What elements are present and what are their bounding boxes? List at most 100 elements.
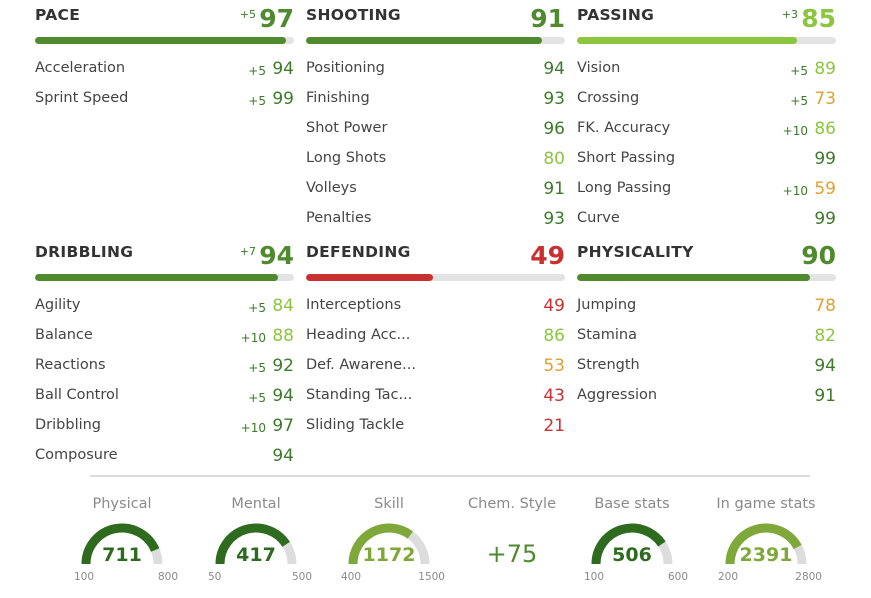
category-bar (306, 274, 565, 281)
attribute-name: Stamina (577, 327, 638, 343)
attribute-list: Vision +5 89 Crossing +5 73 FK. Accuracy +10 86 S… (577, 58, 836, 238)
gauge-label: Mental (231, 496, 281, 512)
category-bar (577, 37, 836, 44)
attribute-value: 80 (543, 149, 565, 169)
attribute-name: Composure (35, 447, 118, 463)
attribute-name: Sliding Tackle (306, 417, 405, 433)
attribute-row-ball-control: Ball Control +5 94 (35, 385, 294, 415)
attribute-value: 21 (543, 416, 565, 436)
attribute-row-strength: Strength 94 (577, 355, 836, 385)
gauge-label: Physical (92, 496, 152, 512)
gauge-physical: Physical 711 100 800 (62, 496, 182, 596)
attribute-row-fk-accuracy: FK. Accuracy +10 86 (577, 118, 836, 148)
attribute-value: 73 (814, 89, 836, 109)
gauge-mental: Mental 417 50 500 (196, 496, 316, 596)
attribute-bonus: +5 (790, 64, 808, 78)
category-bar (35, 37, 294, 44)
gauge-in-game-stats: In game stats 2391 200 2800 (706, 496, 826, 596)
attribute-bonus: +10 (240, 421, 266, 435)
category-bar (35, 274, 294, 281)
category-physicality: PHYSICALITY 90 Jumping 78 Stamina 82 Strength 9… (577, 237, 836, 415)
attribute-row-volleys: Volleys 91 (306, 178, 565, 208)
attribute-value: 53 (543, 356, 565, 376)
chem-style: Chem. Style +75 (462, 496, 562, 586)
gauge-value: 1172 (362, 544, 416, 566)
attribute-value: 89 (814, 59, 836, 79)
gauge-max: 1500 (418, 571, 445, 583)
attribute-name: Curve (577, 210, 620, 226)
attribute-name: Long Shots (306, 150, 387, 166)
attribute-row-interceptions: Interceptions 49 (306, 295, 565, 325)
attribute-name: Acceleration (35, 60, 126, 76)
gauge-min: 100 (584, 571, 605, 583)
attribute-name: FK. Accuracy (577, 120, 671, 136)
gauge-max: 800 (157, 571, 178, 583)
attribute-bonus: +5 (248, 64, 266, 78)
attribute-name: Balance (35, 327, 93, 343)
attribute-name: Jumping (577, 297, 637, 313)
attribute-name: Dribbling (35, 417, 102, 433)
attribute-list: Jumping 78 Stamina 82 Strength 94 Aggression 91 (577, 295, 836, 415)
attribute-name: Agility (35, 297, 81, 313)
gauge-fill (725, 523, 802, 565)
category-name: SHOOTING (306, 6, 401, 24)
category-bar-fill (577, 37, 798, 44)
category-header: PACE +5 97 (35, 0, 294, 44)
attribute-name: Sprint Speed (35, 90, 129, 106)
category-value: 97 (259, 4, 294, 33)
category-bar-fill (35, 37, 287, 44)
attribute-value: 43 (543, 386, 565, 406)
attribute-name: Long Passing (577, 180, 672, 196)
category-value: 90 (801, 241, 836, 270)
gauge-min: 100 (74, 571, 95, 583)
gauge-max: 600 (667, 571, 688, 583)
gauge-min: 400 (341, 571, 362, 583)
attribute-row-composure: Composure 94 (35, 445, 294, 475)
attribute-row-dribbling: Dribbling +10 97 (35, 415, 294, 445)
attribute-value: 91 (543, 179, 565, 199)
attribute-row-reactions: Reactions +5 92 (35, 355, 294, 385)
category-name: PASSING (577, 6, 655, 24)
gauge-fill (348, 523, 414, 565)
attribute-name: Short Passing (577, 150, 676, 166)
category-name: PACE (35, 6, 81, 24)
attribute-value: 94 (272, 386, 294, 406)
gauge-value: 417 (236, 544, 276, 566)
attribute-row-aggression: Aggression 91 (577, 385, 836, 415)
category-bonus: +3 (781, 8, 798, 21)
category-passing: PASSING +3 85 Vision +5 89 Crossing +5 73 FK. Acc… (577, 0, 836, 238)
attribute-name: Aggression (577, 387, 658, 403)
attribute-name: Crossing (577, 90, 640, 106)
attribute-bonus: +5 (248, 301, 266, 315)
attribute-value: 97 (272, 416, 294, 436)
attribute-value: 99 (814, 149, 836, 169)
attribute-name: Def. Awarene... (306, 357, 416, 373)
attribute-list: Interceptions 49 Heading Acc... 86 Def. Awar… (306, 295, 565, 445)
attribute-row-penalties: Penalties 93 (306, 208, 565, 238)
attribute-bonus: +10 (782, 124, 808, 138)
gauge-max: 500 (291, 571, 312, 583)
attribute-name: Positioning (306, 60, 385, 76)
category-value: 91 (530, 4, 565, 33)
attribute-row-positioning: Positioning 94 (306, 58, 565, 88)
attribute-name: Shot Power (306, 120, 388, 136)
category-shooting: SHOOTING 91 Positioning 94 Finishing 93 Shot P… (306, 0, 565, 238)
attribute-row-stamina: Stamina 82 (577, 325, 836, 355)
category-header: DEFENDING 49 (306, 237, 565, 281)
attribute-row-long-shots: Long Shots 80 (306, 148, 565, 178)
attribute-row-acceleration: Acceleration +5 94 (35, 58, 294, 88)
chem-style-label: Chem. Style (468, 496, 556, 512)
attribute-value: 82 (814, 326, 836, 346)
chem-style-value: +75 (486, 540, 538, 568)
category-name: DEFENDING (306, 243, 411, 261)
attribute-value: 92 (272, 356, 294, 376)
attribute-row-agility: Agility +5 84 (35, 295, 294, 325)
attribute-value: 88 (272, 326, 294, 346)
attribute-row-crossing: Crossing +5 73 (577, 88, 836, 118)
attribute-list: Agility +5 84 Balance +10 88 Reactions +5 92 Ball… (35, 295, 294, 475)
category-value: 94 (259, 241, 294, 270)
attribute-row-sprint-speed: Sprint Speed +5 99 (35, 88, 294, 118)
attribute-bonus: +5 (248, 361, 266, 375)
section-divider (90, 475, 810, 477)
category-defending: DEFENDING 49 Interceptions 49 Heading Acc...… (306, 237, 565, 445)
